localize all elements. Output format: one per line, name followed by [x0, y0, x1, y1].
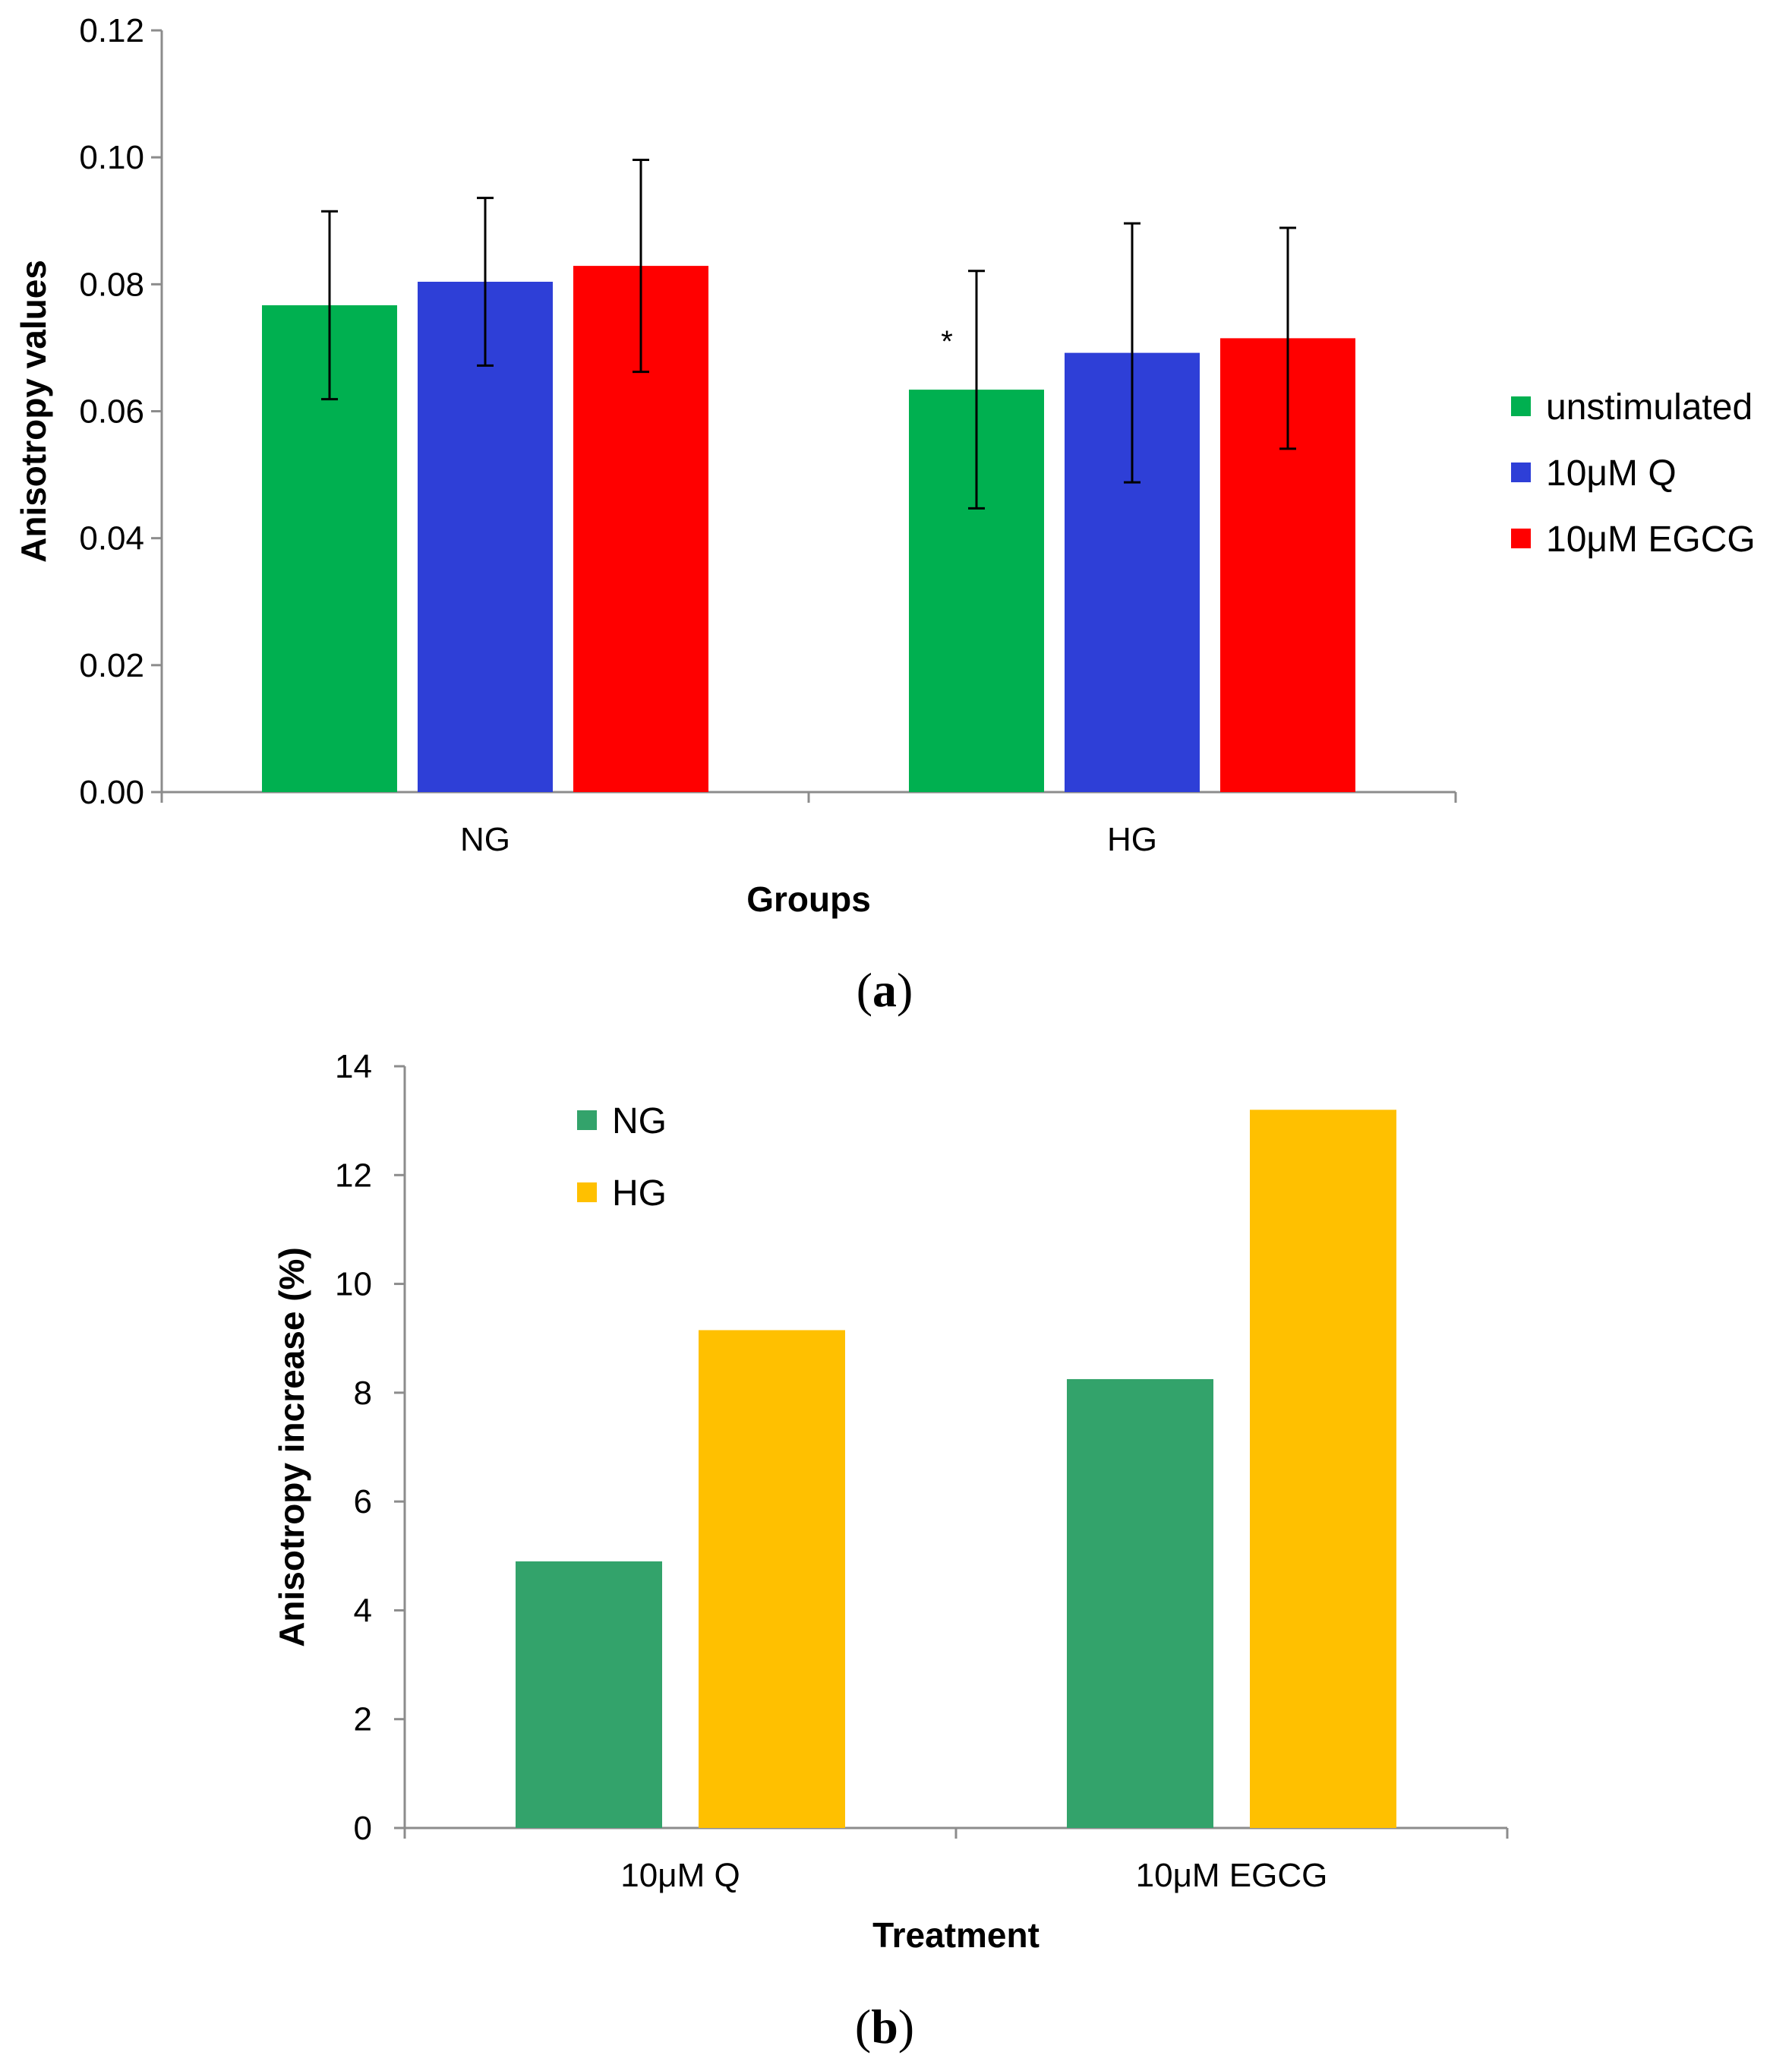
- x-tick-label: NG: [460, 821, 510, 858]
- y-tick-label: 8: [354, 1375, 372, 1412]
- significance-marker: *: [941, 325, 953, 358]
- x-axis-title: Treatment: [872, 1915, 1040, 1955]
- panel-label-paren: (: [855, 2000, 871, 2054]
- y-tick-label: 0.10: [79, 139, 144, 176]
- bar: [1067, 1378, 1213, 1828]
- legend-swatch: [1511, 463, 1531, 482]
- legend-swatch: [1511, 396, 1531, 416]
- legend-swatch: [577, 1182, 597, 1202]
- legend-label: 10μM Q: [1546, 453, 1677, 494]
- panel-label-letter: b: [871, 2000, 898, 2054]
- panel-label-paren: (: [857, 963, 872, 1017]
- y-tick-label: 4: [354, 1592, 372, 1629]
- y-tick-label: 0.00: [79, 774, 144, 811]
- legend-swatch: [577, 1110, 597, 1130]
- legend-label: HG: [612, 1173, 667, 1214]
- y-tick-label: 0.08: [79, 266, 144, 303]
- panel-label: (a): [857, 963, 913, 1017]
- x-tick-label: 10μM EGCG: [1136, 1857, 1328, 1894]
- bar: [516, 1561, 662, 1828]
- y-axis-title: Anisotropy increase (%): [272, 1247, 311, 1647]
- x-tick-label: HG: [1107, 821, 1157, 858]
- y-tick-label: 0: [354, 1810, 372, 1847]
- y-tick-label: 0.06: [79, 393, 144, 431]
- y-tick-label: 2: [354, 1701, 372, 1738]
- y-tick-label: 0.04: [79, 520, 144, 557]
- y-tick-label: 10: [335, 1266, 372, 1303]
- bar: [1250, 1110, 1396, 1828]
- legend-label: 10μM EGCG: [1546, 519, 1756, 560]
- y-tick-label: 12: [335, 1157, 372, 1194]
- legend-label: unstimulated: [1546, 387, 1753, 428]
- panel-label-paren: ): [898, 2000, 914, 2054]
- y-tick-label: 14: [335, 1048, 372, 1085]
- bar: [418, 281, 553, 792]
- legend-label: NG: [612, 1101, 667, 1141]
- panel-label: (b): [855, 2000, 914, 2054]
- y-tick-label: 6: [354, 1483, 372, 1520]
- panel-label-paren: ): [897, 963, 913, 1017]
- y-tick-label: 0.02: [79, 647, 144, 684]
- legend-swatch: [1511, 529, 1531, 548]
- x-tick-label: 10μM Q: [620, 1857, 740, 1894]
- y-tick-label: 0.12: [79, 12, 144, 49]
- bar: [699, 1330, 845, 1828]
- x-axis-title: Groups: [746, 879, 871, 919]
- panel-label-letter: a: [872, 963, 897, 1017]
- y-axis-title: Anisotropy values: [14, 260, 53, 563]
